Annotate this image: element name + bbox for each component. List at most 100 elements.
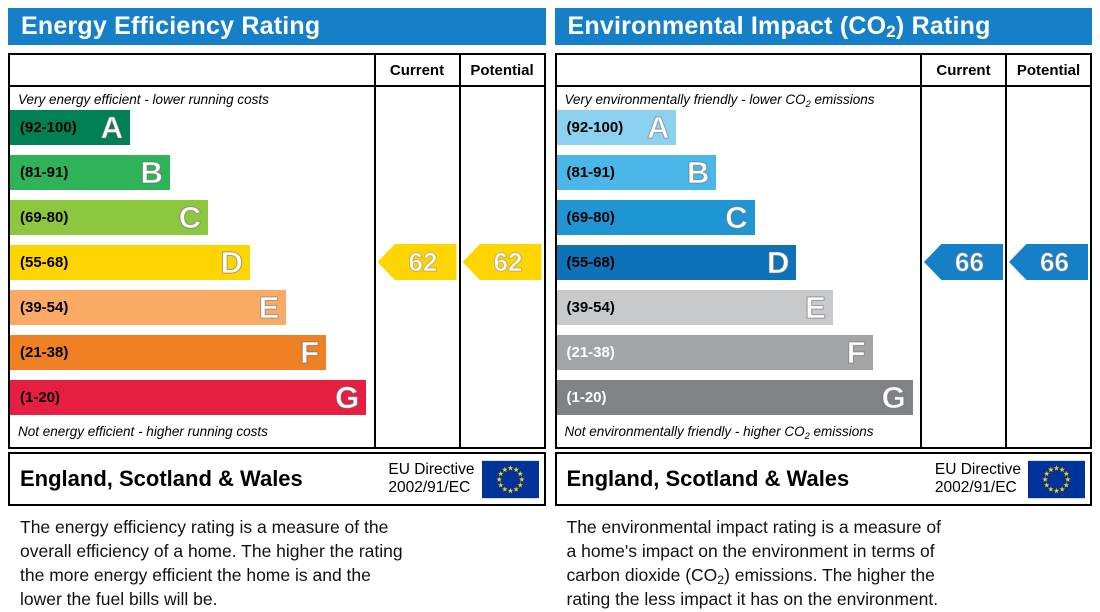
region-label: England, Scotland & Wales [566, 466, 850, 491]
energy-description-text: The energy efficiency rating is a measur… [20, 517, 403, 609]
current-column-header: Current [373, 55, 459, 85]
title-text: Energy Efficiency Rating [21, 12, 321, 40]
table-body: Very environmentally friendly - lower CO… [556, 87, 1091, 447]
band-list: (92-100) A (81-91) B (69-80) C (55-68) D (39… [556, 110, 921, 415]
potential-rating-value: 66 [1040, 246, 1070, 277]
current-column: 62 [373, 87, 459, 447]
band-range-label: (55-68) [20, 254, 69, 271]
directive-line1: EU Directive [934, 461, 1021, 479]
caption-subscript: 2 [804, 430, 810, 441]
potential-column-header: Potential [458, 55, 544, 85]
table-body: Very energy efficient - lower running co… [10, 87, 544, 447]
region-footer: England, Scotland & Wales EU Directive 2… [554, 452, 1092, 506]
band-letter: F [846, 335, 866, 370]
current-rating-arrow: 66 [924, 244, 1003, 280]
band-letter: D [220, 245, 243, 280]
band-g: (1-20) G [10, 380, 367, 415]
current-rating-arrow: 62 [377, 244, 457, 280]
eu-directive-label: EU Directive 2002/91/EC [388, 461, 474, 497]
current-rating-value: 62 [408, 246, 438, 277]
band-e: (39-54) E [10, 290, 287, 325]
band-letter: E [805, 290, 827, 325]
title-text-after: ) Rating [895, 12, 991, 40]
table-header-row: Current Potential [556, 55, 1090, 87]
current-rating-value: 66 [955, 246, 985, 277]
region-footer: England, Scotland & Wales EU Directive 2… [8, 452, 546, 506]
caption-text: Not energy efficient - higher running co… [18, 424, 268, 439]
eu-directive-label: EU Directive 2002/91/EC [935, 461, 1021, 497]
directive-line2: 2002/91/EC [934, 479, 1017, 496]
band-g: (1-20) G [556, 380, 913, 415]
band-letter: B [687, 155, 710, 190]
band-letter: A [100, 110, 123, 145]
band-letter: G [881, 380, 906, 415]
directive-line1: EU Directive [388, 461, 475, 479]
band-list: (92-100) A (81-91) B (69-80) C (55-68) D (39… [10, 110, 374, 415]
band-d: (55-68) D [556, 245, 797, 280]
title-subscript: 2 [886, 21, 896, 41]
band-a: (92-100) A [10, 110, 130, 145]
band-range-label: (92-100) [20, 119, 77, 136]
band-range-label: (1-20) [20, 389, 61, 406]
energy-panel-title: Energy Efficiency Rating [8, 8, 546, 45]
potential-column: 62 [458, 87, 544, 447]
band-range-label: (21-38) [566, 344, 615, 361]
potential-column: 66 [1005, 87, 1090, 447]
band-range-label: (92-100) [566, 119, 624, 136]
band-b: (81-91) B [10, 155, 170, 190]
band-letter: B [140, 155, 163, 190]
current-column-header: Current [920, 55, 1005, 85]
band-range-label: (81-91) [20, 164, 69, 181]
band-range-label: (81-91) [566, 164, 615, 181]
title-text: Environmental Impact (CO [567, 12, 887, 40]
bottom-caption: Not energy efficient - higher running co… [10, 415, 374, 441]
band-d: (55-68) D [10, 245, 250, 280]
caption-text-after: emissions [809, 424, 874, 439]
band-letter: C [725, 200, 748, 235]
potential-column-header: Potential [1005, 55, 1090, 85]
bottom-caption: Not environmentally friendly - higher CO… [557, 415, 921, 441]
directive-line2: 2002/91/EC [388, 479, 471, 496]
band-range-label: (21-38) [20, 344, 69, 361]
environmental-panel-title: Environmental Impact (CO 2) Rating [554, 8, 1092, 45]
band-letter: C [178, 200, 202, 235]
band-range-label: (39-54) [566, 299, 615, 316]
caption-text: Not environmentally friendly - higher CO [564, 424, 805, 439]
band-letter: E [258, 290, 280, 325]
potential-rating-arrow: 62 [462, 244, 542, 280]
region-label: England, Scotland & Wales [20, 466, 303, 491]
top-caption: Very environmentally friendly - lower CO… [557, 87, 921, 110]
header-spacer [557, 55, 921, 85]
band-letter: A [647, 110, 670, 145]
table-header-row: Current Potential [10, 55, 544, 87]
band-chart: Very environmentally friendly - lower CO… [556, 87, 921, 447]
environmental-rating-table: Current Potential Very environmentally f… [554, 53, 1092, 449]
eu-flag-icon [481, 460, 539, 498]
environmental-impact-panel: Environmental Impact (CO 2) Rating Curren… [554, 8, 1092, 612]
band-range-label: (69-80) [20, 209, 69, 226]
header-spacer [10, 55, 374, 85]
band-range-label: (55-68) [566, 254, 615, 271]
band-c: (69-80) C [556, 200, 755, 235]
caption-text: Very energy efficient - lower running co… [18, 92, 269, 107]
band-b: (81-91) B [556, 155, 717, 190]
band-letter: D [767, 245, 790, 280]
band-chart: Very energy efficient - lower running co… [10, 87, 374, 447]
caption-subscript: 2 [805, 98, 811, 109]
caption-text: Very environmentally friendly - lower CO [564, 92, 806, 107]
caption-text-after: emissions [810, 92, 875, 107]
band-e: (39-54) E [556, 290, 833, 325]
band-c: (69-80) C [10, 200, 209, 235]
potential-rating-value: 62 [493, 246, 523, 277]
band-f: (21-38) F [556, 335, 873, 370]
band-range-label: (39-54) [20, 299, 69, 316]
environmental-description-text: The environmental impact rating is a mea… [566, 517, 941, 609]
band-a: (92-100) A [556, 110, 677, 145]
current-column: 66 [920, 87, 1005, 447]
band-range-label: (1-20) [566, 389, 607, 406]
potential-rating-arrow: 66 [1009, 244, 1088, 280]
band-letter: G [335, 380, 360, 415]
energy-efficiency-panel: Energy Efficiency Rating Current Potenti… [8, 8, 546, 612]
band-range-label: (69-80) [566, 209, 615, 226]
